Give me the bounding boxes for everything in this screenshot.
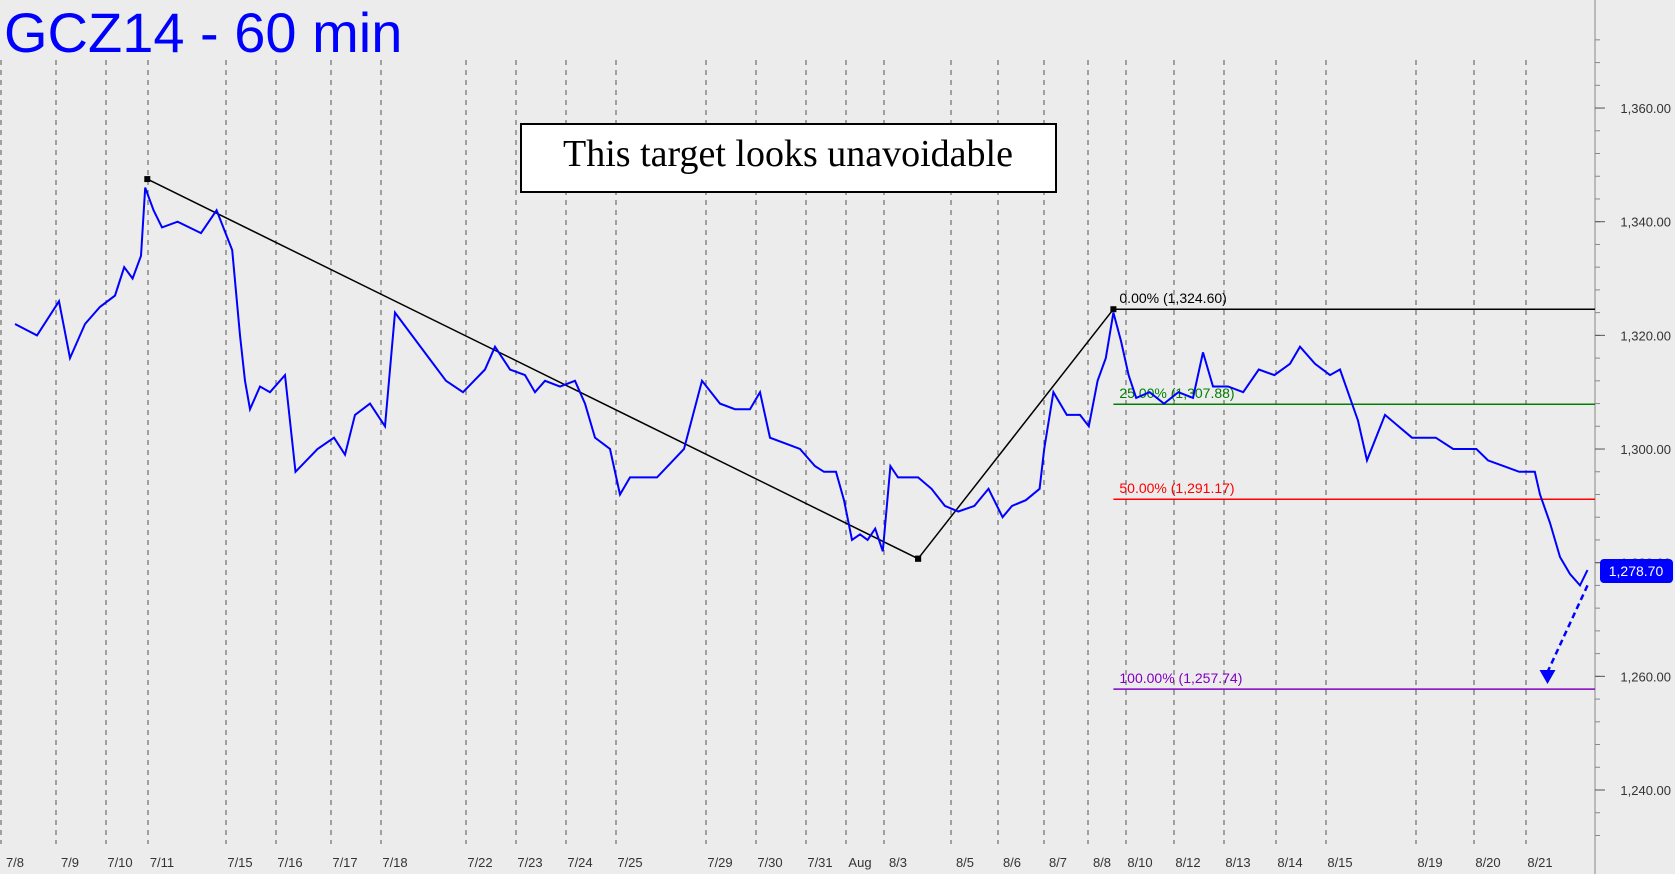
y-tick-label: 1,320.00: [1620, 328, 1671, 343]
x-tick-label: Aug: [848, 855, 871, 870]
x-tick-label: 8/19: [1417, 855, 1442, 870]
x-tick-label: 7/18: [382, 855, 407, 870]
x-tick-label: 7/9: [61, 855, 79, 870]
trendline: [917, 308, 1114, 560]
x-tick-label: 7/17: [332, 855, 357, 870]
trendline-anchor: [1110, 306, 1117, 313]
x-tick-label: 8/8: [1093, 855, 1111, 870]
x-tick-label: 7/24: [567, 855, 592, 870]
trendline: [146, 178, 919, 560]
annotation-text: This target looks unavoidable: [563, 133, 1013, 175]
y-tick-label: 1,360.00: [1620, 101, 1671, 116]
x-tick-label: 8/21: [1527, 855, 1552, 870]
x-axis: 7/8 7/9 7/10 7/11 7/15 7/16 7/17 7/18 7/22 7/23 7/…: [6, 855, 1553, 870]
price-series-line: [14, 187, 1589, 588]
x-tick-label: 7/29: [707, 855, 732, 870]
annotation-frame: [520, 123, 1057, 193]
x-tick-label: 8/5: [956, 855, 974, 870]
grid-lines: [0, 60, 1527, 844]
projection-arrowhead: [1539, 670, 1556, 685]
fibonacci-levels: 0.00% (1,324.60)25.00% (1,307.88)50.00% …: [1113, 290, 1595, 690]
x-tick-label: 8/20: [1475, 855, 1500, 870]
x-tick-label: 7/22: [467, 855, 492, 870]
y-tick-label: 1,240.00: [1620, 783, 1671, 798]
x-tick-label: 7/23: [517, 855, 542, 870]
x-tick-label: 7/15: [227, 855, 252, 870]
last-price-badge: 1,278.70: [1600, 559, 1673, 583]
x-tick-label: 7/16: [277, 855, 302, 870]
fib-level-label: 100.00% (1,257.74): [1119, 670, 1242, 686]
y-tick-label: 1,300.00: [1620, 442, 1671, 457]
trendlines: [144, 176, 1117, 562]
fib-level-label: 0.00% (1,324.60): [1119, 290, 1226, 306]
x-tick-label: 8/14: [1277, 855, 1302, 870]
last-price-label: 1,278.70: [1609, 563, 1664, 579]
projection-line: [1546, 584, 1589, 673]
y-tick-label: 1,260.00: [1620, 669, 1671, 684]
last-price-badge-bg: [1600, 559, 1673, 583]
chart-title: GCZ14 - 60 min: [4, 1, 402, 64]
trendline-anchor: [915, 555, 922, 562]
x-tick-label: 8/15: [1327, 855, 1352, 870]
x-tick-label: 8/10: [1127, 855, 1152, 870]
target-projection: [1539, 584, 1589, 685]
x-tick-label: 8/13: [1225, 855, 1250, 870]
fib-level-label: 50.00% (1,291.17): [1119, 480, 1234, 496]
x-tick-label: 8/3: [889, 855, 907, 870]
x-tick-label: 8/12: [1175, 855, 1200, 870]
x-tick-label: 7/10: [107, 855, 132, 870]
y-axis: 1,240.001,260.001,280.001,300.001,320.00…: [1594, 0, 1671, 874]
x-tick-label: 7/8: [6, 855, 24, 870]
x-tick-label: 7/30: [757, 855, 782, 870]
x-tick-label: 8/6: [1003, 855, 1021, 870]
x-tick-label: 7/31: [807, 855, 832, 870]
trendline-anchor: [144, 176, 151, 183]
x-tick-label: 7/11: [150, 855, 174, 870]
y-tick-label: 1,340.00: [1620, 215, 1671, 230]
x-tick-label: 8/7: [1049, 855, 1067, 870]
annotation-box: This target looks unavoidable: [520, 123, 1057, 193]
x-tick-label: 7/25: [617, 855, 642, 870]
